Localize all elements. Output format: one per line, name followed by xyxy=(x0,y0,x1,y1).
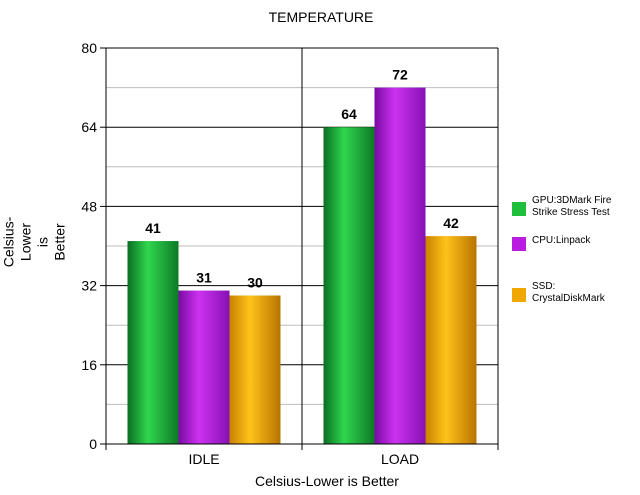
y-tick-label: 64 xyxy=(81,119,97,135)
x-axis-label: Celsius-Lower is Better xyxy=(255,473,399,489)
bars xyxy=(127,87,477,444)
y-tick-label: 16 xyxy=(81,357,97,373)
legend-label: CrystalDiskMark xyxy=(532,293,606,304)
bar-idle-series-1 xyxy=(178,290,230,444)
y-tick-label: 48 xyxy=(81,198,97,214)
y-axis-label-line: Celsius- xyxy=(1,216,17,267)
chart-title: TEMPERATURE xyxy=(269,9,374,25)
y-tick-label: 32 xyxy=(81,278,97,294)
data-label: 72 xyxy=(392,67,408,83)
x-tick-label: LOAD xyxy=(381,451,419,467)
legend-label: Strike Stress Test xyxy=(532,207,610,218)
y-tick-label: 0 xyxy=(89,436,97,452)
y-axis-label-line: Better xyxy=(52,223,68,261)
x-tick-labels: IDLE LOAD xyxy=(188,451,419,467)
legend-label: CPU:Linpack xyxy=(532,235,591,246)
legend-swatch xyxy=(512,288,526,302)
data-label: 42 xyxy=(443,215,459,231)
data-labels: 41 31 30 64 72 42 xyxy=(145,67,459,291)
legend-swatch xyxy=(512,202,526,216)
x-tick-label: IDLE xyxy=(188,451,219,467)
y-tick-label: 80 xyxy=(81,40,97,56)
bar-idle-series-0 xyxy=(127,241,179,444)
data-label: 64 xyxy=(341,106,357,122)
legend-label: GPU:3DMark Fire xyxy=(532,195,612,206)
bar-load-series-0 xyxy=(323,127,375,444)
y-axis-label: Celsius-LowerisBetter xyxy=(1,216,68,267)
bar-load-series-1 xyxy=(374,87,426,444)
data-label: 30 xyxy=(247,275,263,291)
legend-swatch xyxy=(512,237,526,251)
y-axis-label-line: Lower xyxy=(18,223,34,261)
legend-label: SSD: xyxy=(532,281,555,292)
bar-idle-series-2 xyxy=(229,295,281,444)
data-label: 31 xyxy=(196,270,212,286)
data-label: 41 xyxy=(145,220,161,236)
axes xyxy=(100,47,499,450)
y-axis-label-line: is xyxy=(35,237,51,247)
y-tick-labels: 0 16 32 48 64 80 xyxy=(81,40,97,452)
bar-load-series-2 xyxy=(425,236,477,444)
